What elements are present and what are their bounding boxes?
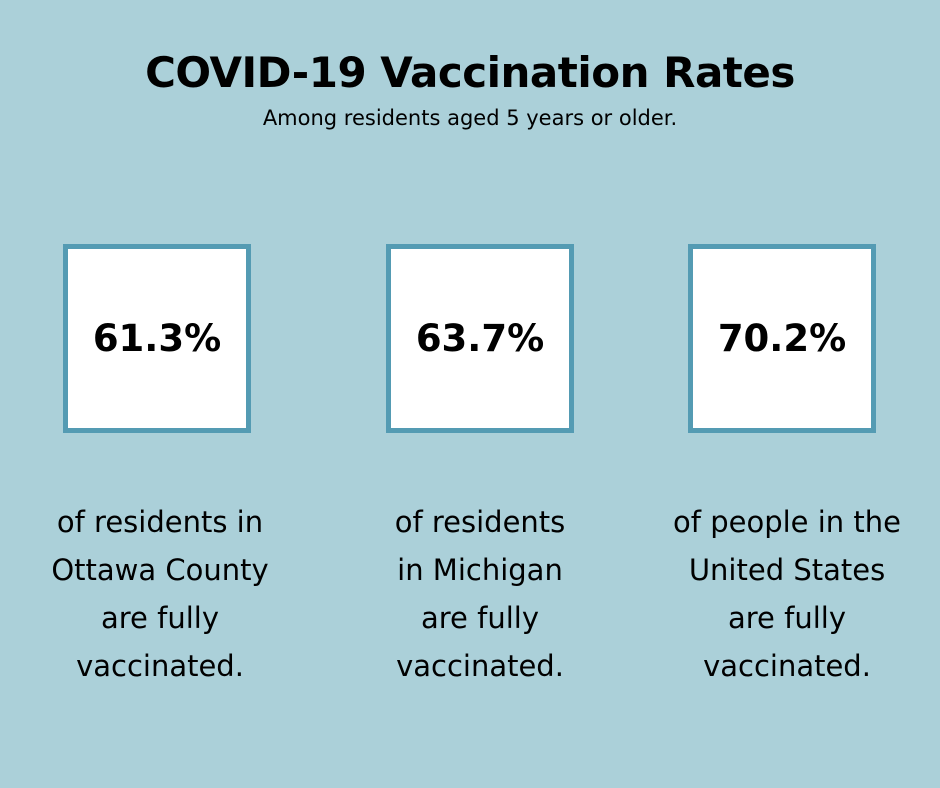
description-line: of residents in (56, 505, 264, 539)
stat-description-ottawa: of residents in Ottawa County are fully … (10, 498, 310, 690)
description-line: in Michigan (397, 553, 563, 587)
description-line: are fully (421, 601, 539, 635)
page-subtitle: Among residents aged 5 years or older. (262, 106, 678, 130)
stat-description-us: of people in the United States are fully… (637, 498, 937, 690)
stat-box-ottawa: 61.3% (63, 244, 251, 433)
description-line: vaccinated. (703, 649, 871, 683)
description-line: of people in the (673, 505, 901, 539)
description-line: vaccinated. (76, 649, 244, 683)
stat-box-michigan: 63.7% (386, 244, 574, 433)
description-line: are fully (101, 601, 219, 635)
stat-description-michigan: of residents in Michigan are fully vacci… (330, 498, 630, 690)
description-line: vaccinated. (396, 649, 564, 683)
description-line: Ottawa County (51, 553, 269, 587)
stat-box-us: 70.2% (688, 244, 876, 433)
description-line: are fully (728, 601, 846, 635)
description-line: United States (688, 553, 886, 587)
page-title: COVID-19 Vaccination Rates (145, 48, 795, 97)
description-line: of residents (394, 505, 566, 539)
